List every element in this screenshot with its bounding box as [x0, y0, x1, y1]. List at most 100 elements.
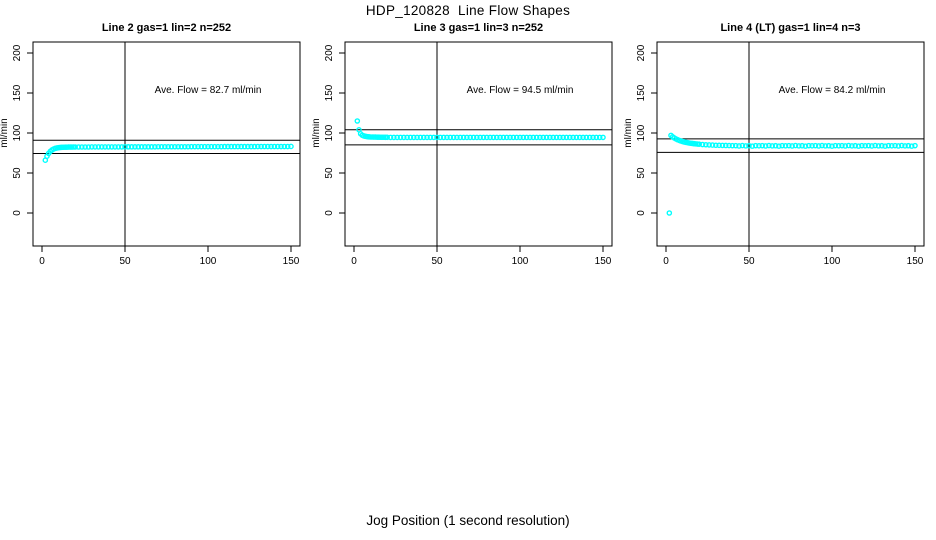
data-point: [819, 142, 825, 149]
data-point: [732, 142, 739, 149]
data-point: [135, 144, 142, 150]
panel-line3-chart: Line 3 gas=1 lin=3 n=252 0 50 100 150 200 ml/m…: [311, 22, 613, 267]
panel-title: Line 3 gas=1 lin=3 n=252: [414, 22, 543, 34]
data-point: [221, 143, 228, 150]
data-point: [82, 144, 88, 150]
data-point: [792, 142, 799, 149]
data-point: [902, 143, 908, 149]
data-point: [85, 144, 92, 150]
data-point: [805, 142, 812, 149]
data-point: [762, 143, 769, 149]
data-point: [201, 143, 208, 150]
y-tick-label: 0: [12, 210, 23, 216]
data-point: [145, 144, 152, 150]
data-point: [872, 142, 878, 149]
data-point: [842, 143, 849, 149]
data-point: [908, 143, 915, 149]
plot-box: [344, 41, 613, 247]
panel-title: Line 2 gas=1 lin=2 n=252: [102, 22, 231, 34]
data-point: [391, 134, 397, 141]
data-point: [414, 134, 420, 141]
data-points: [666, 132, 918, 216]
data-point: [769, 143, 776, 149]
data-point: [537, 134, 543, 141]
data-point: [859, 142, 865, 149]
data-point: [566, 134, 573, 141]
data-points: [42, 143, 294, 163]
data-point: [553, 134, 560, 141]
data-point: [211, 143, 218, 150]
data-point: [547, 134, 553, 141]
data-point: [815, 143, 822, 149]
data-point: [268, 143, 274, 150]
data-point: [225, 143, 231, 150]
data-point: [95, 144, 102, 150]
data-point: [251, 143, 258, 150]
data-point: [155, 143, 161, 150]
data-point: [742, 143, 749, 149]
data-point: [354, 118, 361, 124]
data-point: [238, 143, 244, 150]
data-point: [600, 134, 606, 141]
data-point: [849, 143, 855, 149]
data-point: [802, 143, 809, 149]
data-point: [75, 144, 82, 150]
data-point: [384, 134, 390, 141]
data-point: [185, 143, 191, 150]
data-point: [72, 144, 78, 150]
panel-line3: Line 3 gas=1 lin=3 n=252 0 50 100 150 200 ml/m…: [311, 18, 624, 268]
data-point: [480, 134, 487, 141]
ave-flow-annotation: Ave. Flow = 84.2 ml/min: [779, 85, 886, 96]
data-point: [288, 143, 294, 150]
data-point: [450, 134, 457, 141]
data-point: [410, 134, 417, 141]
data-point: [523, 134, 530, 141]
data-point: [703, 141, 709, 148]
data-point: [719, 142, 726, 149]
data-point: [699, 141, 706, 148]
data-point: [181, 143, 188, 150]
y-tick-label: 150: [12, 84, 23, 101]
data-point: [779, 142, 785, 149]
data-point: [235, 143, 241, 150]
y-tick-label: 50: [636, 167, 647, 179]
data-point: [454, 134, 460, 141]
data-point: [92, 144, 98, 150]
data-point: [885, 142, 892, 149]
data-point: [460, 134, 467, 141]
data-point: [89, 144, 95, 150]
data-point: [776, 143, 782, 149]
data-point: [188, 143, 195, 150]
data-point: [148, 144, 155, 150]
data-point: [215, 143, 221, 150]
x-tick-label: 150: [907, 256, 924, 267]
data-point: [855, 143, 862, 149]
data-point: [434, 134, 440, 141]
data-point: [576, 134, 583, 141]
data-point: [825, 142, 832, 149]
data-point: [158, 143, 165, 150]
data-point: [835, 143, 842, 149]
data-point: [208, 143, 215, 150]
data-point: [573, 134, 580, 141]
data-point: [387, 134, 394, 141]
data-point: [258, 143, 264, 150]
data-point: [284, 143, 291, 150]
data-point: [162, 143, 168, 150]
y-tick-label: 50: [12, 167, 23, 179]
y-tick-label: 200: [12, 44, 23, 61]
data-point: [467, 134, 473, 141]
data-point: [205, 143, 211, 150]
y-tick-label: 100: [636, 124, 647, 141]
data-point: [752, 142, 759, 149]
data-point: [716, 142, 722, 149]
data-point: [132, 144, 138, 150]
data-point: [112, 144, 118, 150]
data-point: [430, 134, 437, 141]
data-point: [195, 143, 201, 150]
data-point: [580, 134, 586, 141]
panel-title: Line 4 (LT) gas=1 lin=4 n=3: [720, 22, 860, 34]
data-point: [487, 134, 493, 141]
x-tick-label: 100: [512, 256, 529, 267]
data-point: [583, 134, 590, 141]
